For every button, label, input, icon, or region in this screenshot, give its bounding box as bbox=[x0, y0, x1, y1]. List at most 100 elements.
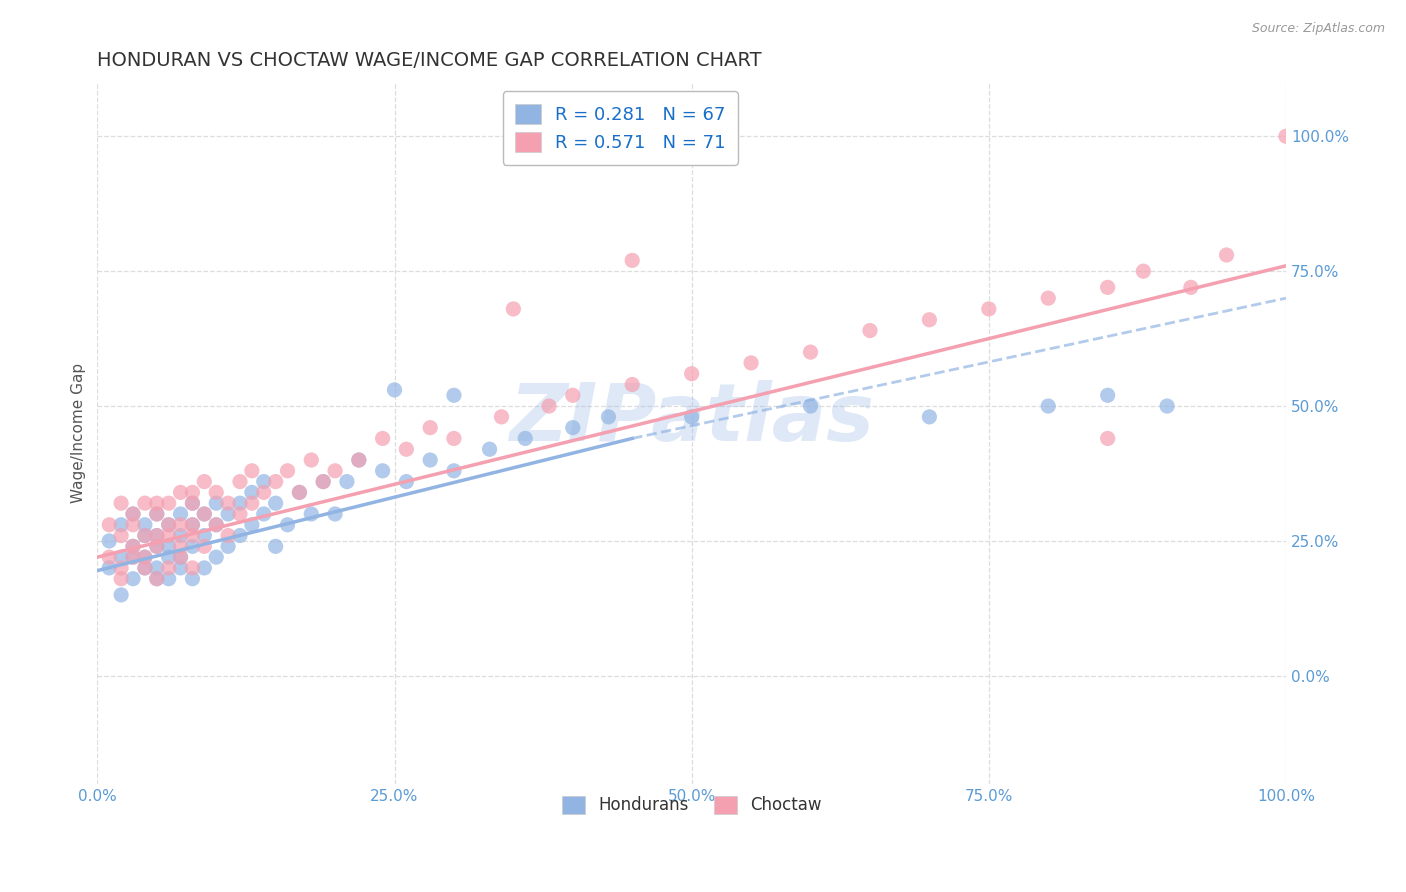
Point bbox=[1180, 280, 1202, 294]
Point bbox=[146, 528, 169, 542]
Point bbox=[98, 550, 121, 565]
Legend: Hondurans, Choctaw: Hondurans, Choctaw bbox=[551, 786, 832, 824]
Point bbox=[98, 561, 121, 575]
Point bbox=[169, 507, 191, 521]
Point bbox=[1132, 264, 1154, 278]
Point bbox=[264, 539, 287, 553]
Point bbox=[598, 409, 620, 424]
Point bbox=[122, 517, 145, 532]
Point bbox=[193, 475, 215, 489]
Point bbox=[134, 550, 156, 565]
Point bbox=[681, 409, 703, 424]
Point bbox=[205, 550, 228, 565]
Point bbox=[1275, 129, 1298, 144]
Point bbox=[157, 572, 180, 586]
Point bbox=[537, 399, 560, 413]
Point bbox=[502, 301, 524, 316]
Point bbox=[122, 572, 145, 586]
Point bbox=[740, 356, 762, 370]
Point bbox=[98, 517, 121, 532]
Point bbox=[217, 539, 239, 553]
Point bbox=[181, 496, 204, 510]
Point bbox=[491, 409, 513, 424]
Point bbox=[264, 496, 287, 510]
Point bbox=[419, 420, 441, 434]
Point bbox=[122, 550, 145, 565]
Point bbox=[169, 517, 191, 532]
Point bbox=[157, 550, 180, 565]
Point bbox=[146, 507, 169, 521]
Point bbox=[977, 301, 1000, 316]
Point bbox=[134, 550, 156, 565]
Point bbox=[110, 572, 132, 586]
Point bbox=[1156, 399, 1178, 413]
Point bbox=[299, 453, 322, 467]
Point bbox=[323, 507, 346, 521]
Point bbox=[799, 345, 821, 359]
Point bbox=[229, 475, 252, 489]
Point bbox=[621, 253, 644, 268]
Point bbox=[122, 539, 145, 553]
Point bbox=[157, 517, 180, 532]
Point bbox=[181, 539, 204, 553]
Point bbox=[157, 528, 180, 542]
Point bbox=[110, 517, 132, 532]
Point bbox=[146, 507, 169, 521]
Point bbox=[621, 377, 644, 392]
Point bbox=[134, 528, 156, 542]
Point bbox=[371, 464, 394, 478]
Point bbox=[918, 312, 941, 326]
Point bbox=[1097, 280, 1119, 294]
Point bbox=[277, 517, 299, 532]
Point bbox=[443, 388, 465, 402]
Point bbox=[419, 453, 441, 467]
Point bbox=[240, 517, 263, 532]
Point bbox=[110, 528, 132, 542]
Text: HONDURAN VS CHOCTAW WAGE/INCOME GAP CORRELATION CHART: HONDURAN VS CHOCTAW WAGE/INCOME GAP CORR… bbox=[97, 51, 762, 70]
Point bbox=[134, 561, 156, 575]
Point bbox=[229, 528, 252, 542]
Point bbox=[122, 507, 145, 521]
Point bbox=[122, 507, 145, 521]
Point bbox=[347, 453, 370, 467]
Point bbox=[181, 485, 204, 500]
Point bbox=[240, 496, 263, 510]
Point bbox=[134, 496, 156, 510]
Point bbox=[443, 432, 465, 446]
Text: ZIPatlas: ZIPatlas bbox=[509, 380, 875, 458]
Point bbox=[681, 367, 703, 381]
Point bbox=[478, 442, 501, 457]
Point bbox=[193, 507, 215, 521]
Point bbox=[1038, 291, 1060, 305]
Point bbox=[169, 539, 191, 553]
Point bbox=[157, 561, 180, 575]
Point bbox=[134, 561, 156, 575]
Point bbox=[157, 496, 180, 510]
Point bbox=[443, 464, 465, 478]
Point bbox=[169, 561, 191, 575]
Point bbox=[312, 475, 335, 489]
Point bbox=[110, 588, 132, 602]
Point bbox=[157, 539, 180, 553]
Point bbox=[181, 528, 204, 542]
Point bbox=[217, 507, 239, 521]
Point bbox=[205, 517, 228, 532]
Point bbox=[146, 539, 169, 553]
Text: Source: ZipAtlas.com: Source: ZipAtlas.com bbox=[1251, 22, 1385, 36]
Point bbox=[217, 496, 239, 510]
Point bbox=[122, 550, 145, 565]
Point bbox=[110, 496, 132, 510]
Point bbox=[515, 432, 537, 446]
Point bbox=[146, 572, 169, 586]
Point bbox=[181, 517, 204, 532]
Point bbox=[1097, 432, 1119, 446]
Point bbox=[299, 507, 322, 521]
Point bbox=[193, 561, 215, 575]
Point bbox=[169, 550, 191, 565]
Point bbox=[561, 388, 583, 402]
Point bbox=[1215, 248, 1237, 262]
Point bbox=[1038, 399, 1060, 413]
Point bbox=[169, 528, 191, 542]
Y-axis label: Wage/Income Gap: Wage/Income Gap bbox=[72, 363, 86, 503]
Point bbox=[1097, 388, 1119, 402]
